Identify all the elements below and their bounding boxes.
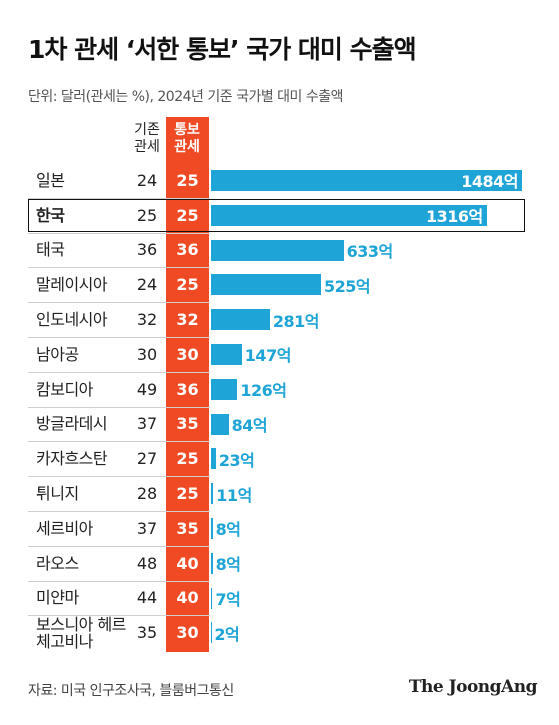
value-label: 281억 (272, 311, 320, 331)
row-separator (28, 580, 210, 582)
bar (211, 413, 229, 435)
value-label: 525억 (324, 276, 371, 296)
value-label: 126억 (240, 381, 287, 401)
bar (211, 169, 522, 191)
value-label: 1484억 (461, 172, 518, 192)
category-label: 보스니아 헤르체고비나 (36, 614, 126, 651)
existing-tariff: 35 (136, 623, 158, 643)
bar (211, 309, 270, 331)
row-separator (28, 441, 210, 443)
existing-tariff: 37 (136, 518, 158, 538)
value-label: 8억 (215, 520, 241, 540)
bar (211, 204, 487, 226)
existing-tariff: 27 (136, 449, 158, 469)
chart-title: 1차 관세 ‘서한 통보’ 국가 대미 수출액 (28, 35, 417, 64)
notified-tariff: 30 (176, 344, 199, 364)
value-label: 2억 (214, 624, 240, 644)
category-label: 인도네시아 (36, 310, 108, 330)
chart-subtitle: 단위: 달러(관세는 %), 2024년 기준 국가별 대미 수출액 (28, 89, 344, 105)
bar (211, 552, 213, 574)
category-label: 캄보디아 (36, 379, 93, 399)
notified-tariff: 35 (176, 414, 199, 434)
notified-tariff: 25 (176, 484, 199, 504)
row-separator (28, 511, 210, 512)
row-separator (28, 267, 210, 269)
row-separator (28, 406, 210, 408)
row-separator (28, 545, 210, 547)
existing-tariff: 28 (136, 484, 158, 504)
notified-tariff: 30 (176, 623, 199, 643)
highlight-box (28, 198, 525, 232)
category-label: 말레이시아 (36, 275, 108, 295)
value-label: 84억 (231, 415, 268, 435)
bar (211, 343, 242, 365)
row-separator (28, 197, 210, 199)
notified-tariff: 25 (176, 205, 199, 225)
existing-tariff: 49 (136, 379, 158, 399)
source: 자료: 미국 인구조사국, 블룸버그통신 (28, 683, 234, 699)
bar (211, 378, 238, 400)
notified-tariff: 25 (176, 170, 199, 190)
category-label: 라오스 (36, 553, 79, 573)
bar (211, 517, 213, 539)
bar (211, 274, 322, 296)
existing-tariff: 37 (136, 414, 158, 434)
notified-tariff: 40 (176, 553, 199, 573)
notified-tariff: 40 (176, 588, 199, 608)
existing-tariff: 24 (136, 170, 158, 190)
logo: The JoongAng (408, 677, 538, 697)
category-label: 일본 (36, 170, 65, 190)
category-label: 튀니지 (36, 484, 79, 504)
tariff-column (166, 117, 209, 653)
notified-tariff: 35 (176, 518, 199, 538)
notified-tariff: 36 (176, 379, 199, 399)
column-header: 통보 관세 (174, 122, 200, 155)
value-label: 7억 (215, 589, 241, 609)
notified-tariff: 32 (176, 310, 199, 330)
category-label: 한국 (36, 205, 65, 225)
bar (211, 587, 213, 609)
row-separator (28, 371, 210, 373)
value-label: 1316억 (426, 207, 483, 227)
row-separator (28, 232, 210, 234)
existing-tariff: 30 (136, 344, 158, 364)
category-label: 미얀마 (36, 588, 79, 608)
value-label: 11억 (216, 485, 252, 505)
column-header: 기존 관세 (134, 122, 160, 155)
notified-tariff: 36 (176, 240, 199, 260)
bar (211, 483, 214, 505)
value-label: 147억 (244, 346, 292, 366)
row-separator (28, 476, 210, 478)
category-label: 방글라데시 (36, 414, 108, 434)
existing-tariff: 48 (136, 553, 158, 573)
notified-tariff: 25 (176, 449, 199, 469)
existing-tariff: 36 (136, 240, 158, 260)
notified-tariff: 25 (176, 275, 199, 295)
category-label: 카자흐스탄 (36, 449, 108, 469)
value-label: 633억 (346, 241, 394, 261)
row-separator (28, 615, 210, 617)
category-label: 세르비아 (36, 518, 93, 538)
bar (211, 448, 216, 470)
category-label: 태국 (36, 240, 65, 260)
existing-tariff: 24 (136, 275, 158, 295)
row-separator (28, 337, 210, 338)
existing-tariff: 44 (136, 588, 158, 608)
bar (211, 239, 344, 261)
existing-tariff: 25 (136, 205, 158, 225)
value-label: 23억 (218, 450, 255, 470)
row-separator (28, 302, 210, 304)
value-label: 8억 (215, 555, 241, 575)
category-label: 남아공 (36, 344, 79, 364)
existing-tariff: 32 (136, 310, 158, 330)
